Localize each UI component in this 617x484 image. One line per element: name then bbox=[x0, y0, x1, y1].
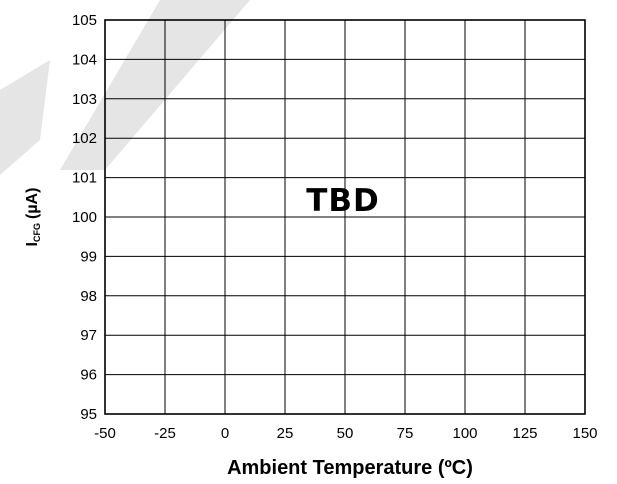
plot-area bbox=[104, 19, 586, 415]
x-tick-label: -50 bbox=[94, 425, 116, 442]
x-tick-label: 125 bbox=[512, 425, 537, 442]
y-tick-label: 102 bbox=[72, 130, 97, 147]
y-tick-label: 104 bbox=[72, 51, 97, 68]
watermark-stripe bbox=[60, 0, 250, 170]
y-tick-label: 99 bbox=[80, 248, 97, 265]
x-tick-labels: -50 -25 0 25 50 75 100 125 150 bbox=[94, 425, 597, 442]
y-tick-label: 105 bbox=[72, 12, 97, 29]
x-tick-label: 50 bbox=[337, 425, 354, 442]
y-axis-label: ICFG (µA) bbox=[24, 188, 42, 247]
y-tick-label: 100 bbox=[72, 209, 97, 226]
x-axis-label: Ambient Temperature (ºC) bbox=[227, 457, 473, 479]
tbd-annotation: TBD bbox=[306, 183, 380, 219]
y-tick-label: 101 bbox=[72, 170, 97, 187]
watermark-stripe-2 bbox=[0, 60, 50, 175]
y-tick-label: 96 bbox=[80, 367, 97, 384]
x-tick-label: 100 bbox=[452, 425, 477, 442]
y-tick-label: 103 bbox=[72, 91, 97, 108]
y-axis-subscript: CFG bbox=[32, 223, 42, 242]
y-axis-symbol: I bbox=[24, 242, 41, 246]
y-axis-unit: (µA) bbox=[24, 188, 41, 219]
x-tick-label: 150 bbox=[572, 425, 597, 442]
y-tick-label: 97 bbox=[80, 327, 97, 344]
x-tick-label: 75 bbox=[397, 425, 414, 442]
x-tick-label: -25 bbox=[154, 425, 176, 442]
y-tick-label: 98 bbox=[80, 288, 97, 305]
y-tick-labels: 95 96 97 98 99 100 101 102 103 104 105 bbox=[72, 12, 97, 423]
x-tick-label: 0 bbox=[221, 425, 229, 442]
x-tick-label: 25 bbox=[277, 425, 294, 442]
y-tick-label: 95 bbox=[80, 406, 97, 423]
